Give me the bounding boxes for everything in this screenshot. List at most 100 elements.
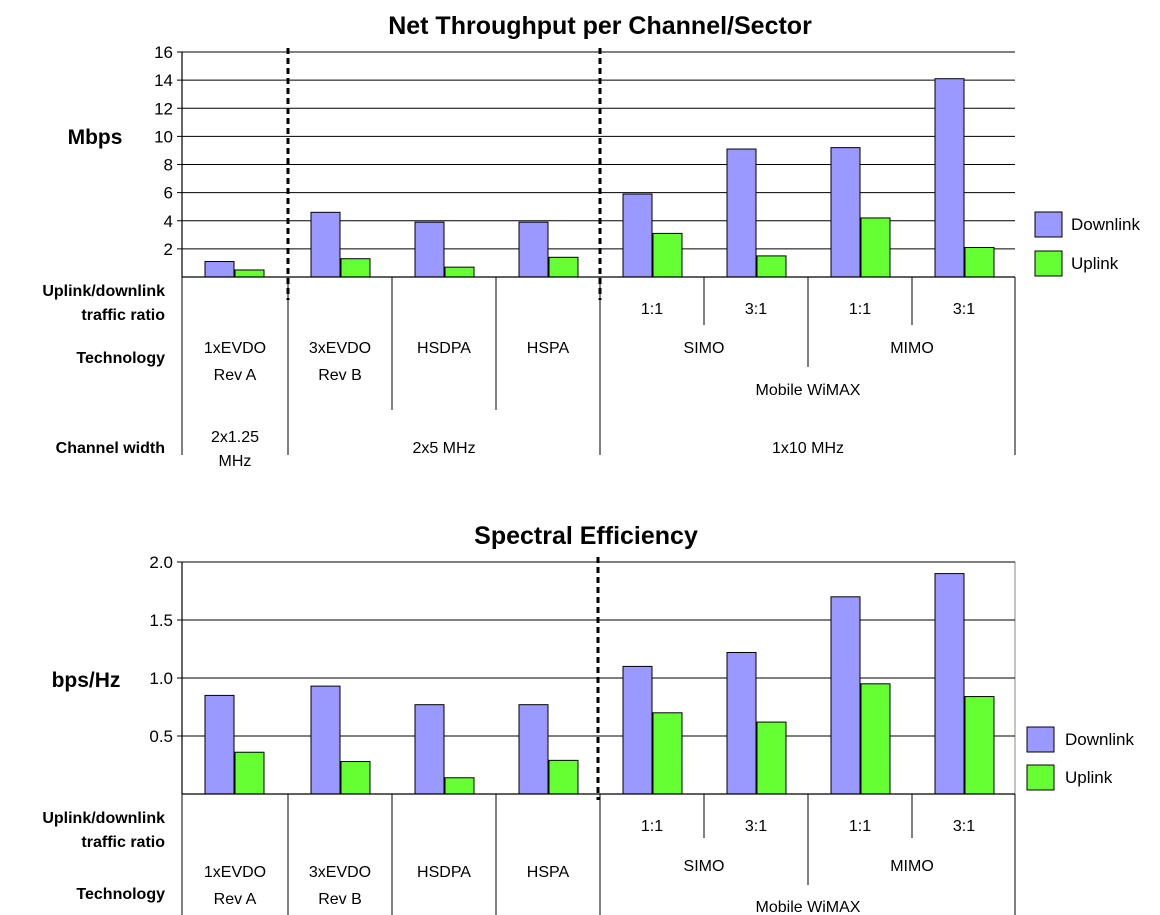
downlink-bar (934, 573, 965, 795)
legend-swatch-uplink (1034, 250, 1063, 277)
group-cell: Mobile WiMAX (756, 382, 861, 399)
table-lines (181, 794, 1016, 915)
uplink-bar (964, 696, 995, 795)
technology-cell: HSDPA (417, 340, 471, 357)
technology-cell: SIMO (684, 340, 725, 357)
downlink-bar (518, 704, 549, 795)
uplink-bar (652, 712, 683, 795)
y-tick-label: 6 (164, 184, 173, 203)
y-tick-label: 16 (154, 43, 173, 62)
technology-cell: 1xEVDO (204, 864, 266, 881)
technology-cell: Rev A (214, 367, 257, 384)
y-tick-label: 12 (154, 99, 173, 118)
chart-title: Net Throughput per Channel/Sector (388, 12, 812, 40)
downlink-bar (934, 78, 965, 278)
group-cell: Mobile WiMAX (756, 899, 861, 915)
legend: Downlink Uplink (1034, 211, 1140, 277)
technology-cell: Rev A (214, 891, 257, 908)
downlink-bar (310, 211, 341, 278)
uplink-bar (340, 761, 371, 795)
legend-swatch-downlink (1026, 726, 1055, 753)
row-label-ratio-2: traffic ratio (81, 834, 165, 851)
technology-cell: 3xEVDO (309, 340, 371, 357)
ratio-cell: 1:1 (641, 818, 663, 835)
uplink-bar (860, 683, 891, 795)
uplink-bar (444, 266, 475, 278)
technology-cell: SIMO (684, 858, 725, 875)
downlink-bar (414, 221, 445, 278)
ratio-cell: 3:1 (953, 818, 975, 835)
y-tick-label: 1.5 (149, 611, 173, 630)
chart-title: Spectral Efficiency (474, 522, 698, 550)
downlink-bar (518, 221, 549, 278)
uplink-bar (444, 777, 475, 795)
y-tick-labels: 2.0 1.5 1.0 0.5 (149, 553, 173, 746)
legend-label-uplink: Uplink (1071, 254, 1119, 273)
y-tick-labels: 16 14 12 10 8 6 4 2 (154, 43, 173, 259)
throughput-chart: Net Throughput per Channel/Sector Mbps 1… (42, 12, 1140, 470)
bars (204, 78, 995, 278)
technology-cell: MIMO (890, 340, 934, 357)
y-tick-label: 4 (164, 212, 173, 231)
uplink-bar (756, 721, 787, 795)
uplink-bar (964, 246, 995, 278)
channel-width-cell: MHz (219, 453, 252, 470)
channel-width-cell: 1x10 MHz (772, 440, 844, 457)
y-tick-label: 10 (154, 127, 173, 146)
y-axis-label: bps/Hz (52, 669, 121, 692)
ratio-cell: 1:1 (641, 301, 663, 318)
downlink-bar (622, 665, 653, 795)
row-label-technology: Technology (76, 350, 165, 367)
legend: Downlink Uplink (1026, 726, 1134, 791)
channel-width-cell: 2x5 MHz (412, 440, 475, 457)
spectral-efficiency-chart: Spectral Efficiency bps/Hz 2.01.51.00.5 … (42, 522, 1134, 915)
legend-swatch-downlink (1034, 211, 1063, 238)
uplink-bar (234, 269, 265, 278)
downlink-bar (414, 704, 445, 795)
ratio-cell: 3:1 (745, 818, 767, 835)
y-axis-label: Mbps (68, 126, 123, 149)
downlink-bar (726, 651, 757, 795)
y-tick-label: 2 (164, 240, 173, 259)
y-tick-label: 14 (154, 71, 173, 90)
y-tick-label: 0.5 (149, 727, 173, 746)
y-tick-label: 8 (164, 156, 173, 175)
bars (204, 573, 995, 795)
ratio-cell: 1:1 (849, 818, 871, 835)
uplink-bar (652, 232, 683, 278)
uplink-bar (340, 258, 371, 278)
technology-cell: Rev B (318, 891, 362, 908)
downlink-bar (726, 148, 757, 278)
legend-label-downlink: Downlink (1071, 215, 1140, 234)
ratio-cell: 1:1 (849, 301, 871, 318)
technology-cell: 3xEVDO (309, 864, 371, 881)
uplink-bar (548, 256, 579, 278)
legend-swatch-uplink (1026, 764, 1055, 791)
table-lines (181, 277, 1016, 455)
row-label-ratio-1: Uplink/downlink (42, 283, 165, 300)
technology-cell: HSPA (527, 864, 570, 881)
technology-cell: HSPA (527, 340, 570, 357)
uplink-bar (548, 759, 579, 795)
y-tick-label: 2.0 (149, 553, 173, 572)
row-label-ratio-1: Uplink/downlink (42, 810, 165, 827)
channel-width-cell: 2x1.25 (211, 429, 259, 446)
ratio-cell: 3:1 (745, 301, 767, 318)
uplink-bar (756, 255, 787, 278)
downlink-bar (204, 694, 235, 795)
technology-cell: HSDPA (417, 864, 471, 881)
technology-cell: 1xEVDO (204, 340, 266, 357)
row-label-ratio-2: traffic ratio (81, 307, 165, 324)
downlink-bar (830, 596, 861, 795)
technology-cell: Rev B (318, 367, 362, 384)
downlink-bar (622, 193, 653, 278)
technology-cell: MIMO (890, 858, 934, 875)
row-label-technology: Technology (76, 886, 165, 903)
legend-label-downlink: Downlink (1065, 730, 1134, 749)
data-table: Uplink/downlink traffic ratio Technology… (42, 277, 1016, 470)
data-table: Uplink/downlink traffic ratio Technology… (42, 794, 1016, 915)
downlink-bar (830, 147, 861, 278)
downlink-bar (204, 261, 235, 278)
row-label-channel-width: Channel width (56, 440, 165, 457)
